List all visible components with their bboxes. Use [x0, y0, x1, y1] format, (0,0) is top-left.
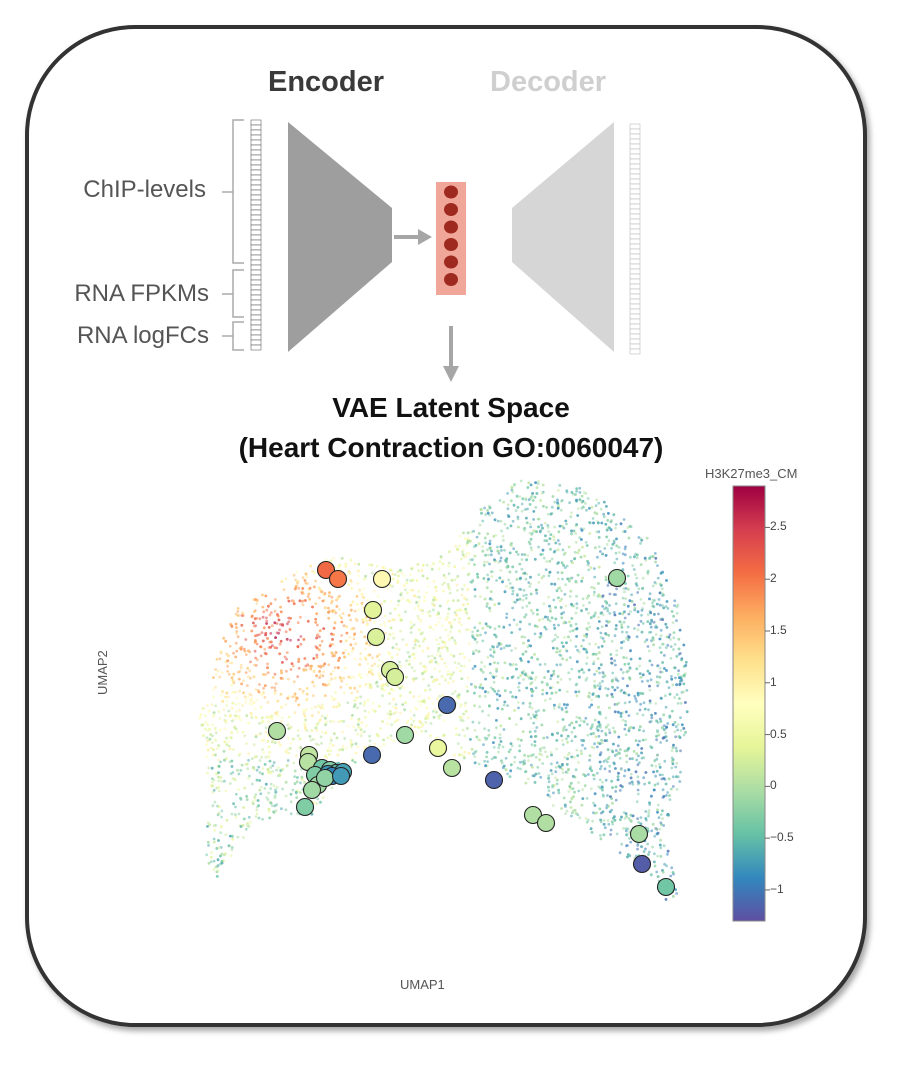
highlighted-gene-point — [523, 805, 543, 825]
latent-node — [444, 220, 458, 234]
latent-space-arrow — [443, 326, 459, 382]
colorbar-title: H3K27me3_CM — [705, 466, 798, 481]
latent-node — [444, 255, 458, 269]
input-label-chip: ChIP-levels — [83, 176, 206, 203]
highlighted-gene-point — [536, 813, 556, 833]
highlighted-gene-point — [302, 780, 322, 800]
highlighted-gene-point — [395, 725, 415, 745]
latent-node — [444, 203, 458, 216]
highlighted-gene-point — [385, 667, 405, 687]
encoder-title: Encoder — [268, 66, 385, 98]
highlighted-gene-point — [363, 600, 383, 620]
colorbar-tick-label: 0.5 — [770, 726, 787, 741]
highlighted-gene-point — [331, 766, 351, 786]
highlighted-gene-point — [607, 568, 627, 588]
colorbar-tick-label: −1 — [770, 881, 784, 896]
colorbar-tick-label: 0 — [770, 778, 777, 793]
latent-space-title-line2: (Heart Contraction GO:0060047) — [238, 432, 664, 463]
highlighted-gene-point — [484, 770, 504, 790]
highlighted-gene-point — [267, 721, 287, 741]
highlighted-gene-point — [316, 560, 336, 580]
highlighted-gene-point — [372, 569, 392, 589]
latent-node — [444, 185, 458, 199]
colorbar-tick-label: 2.5 — [770, 519, 787, 534]
colorbar-tick-label: 1 — [770, 674, 777, 689]
highlighted-gene-point — [315, 768, 335, 788]
highlighted-gene-point — [295, 797, 315, 817]
input-vector — [250, 119, 262, 351]
colorbar-ticks — [765, 526, 770, 891]
decoder-shape — [512, 122, 614, 352]
input-label-rna-logfc: RNA logFCs — [76, 322, 209, 349]
highlighted-gene-point — [437, 695, 457, 715]
colorbar-tick-label: 1.5 — [770, 623, 787, 637]
colorbar — [732, 485, 766, 922]
colorbar-tick-label: −0.5 — [770, 830, 794, 845]
umap-background-points — [198, 479, 689, 901]
highlighted-gene-point — [442, 758, 462, 778]
highlighted-gene-point — [328, 569, 348, 589]
highlighted-gene-point — [656, 877, 676, 897]
latent-space-title-line1: VAE Latent Space — [332, 392, 570, 423]
latent-nodes — [444, 185, 458, 286]
highlighted-gene-point — [428, 738, 448, 758]
latent-space-title: VAE Latent Space (Heart Contraction GO:0… — [0, 388, 902, 468]
highlighted-gene-point — [366, 627, 386, 647]
x-axis-label: UMAP1 — [400, 977, 445, 992]
encoder-arrow — [394, 229, 432, 245]
highlighted-gene-point — [362, 745, 382, 765]
colorbar-tick-label: 2 — [770, 571, 777, 586]
output-vector — [629, 123, 641, 355]
latent-node — [444, 238, 458, 251]
highlighted-gene-point — [632, 854, 652, 874]
encoder-shape — [288, 122, 392, 352]
latent-node — [444, 273, 458, 286]
decoder-title: Decoder — [490, 66, 607, 98]
y-axis-label: UMAP2 — [95, 650, 110, 695]
input-label-rna-fpkm: RNA FPKMs — [74, 280, 209, 307]
highlighted-gene-point — [629, 824, 649, 844]
input-brackets — [222, 119, 244, 351]
umap-highlighted-points — [267, 560, 676, 897]
